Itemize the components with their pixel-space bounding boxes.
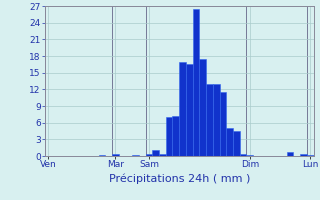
Bar bbox=[246, 155, 253, 156]
Bar bbox=[213, 84, 220, 156]
Bar bbox=[146, 154, 152, 156]
Bar bbox=[166, 117, 172, 156]
Bar bbox=[159, 154, 166, 156]
Bar bbox=[132, 155, 139, 156]
Bar bbox=[193, 9, 199, 156]
Bar bbox=[206, 84, 213, 156]
Bar bbox=[287, 152, 293, 156]
Bar bbox=[307, 155, 314, 156]
Bar bbox=[300, 154, 307, 156]
Bar bbox=[172, 116, 179, 156]
Bar bbox=[199, 59, 206, 156]
Bar bbox=[186, 64, 193, 156]
Bar bbox=[240, 154, 246, 156]
Bar bbox=[233, 131, 240, 156]
Bar bbox=[112, 154, 119, 156]
Bar bbox=[179, 62, 186, 156]
Bar bbox=[99, 155, 105, 156]
Bar bbox=[226, 128, 233, 156]
X-axis label: Précipitations 24h ( mm ): Précipitations 24h ( mm ) bbox=[108, 173, 250, 184]
Bar bbox=[220, 92, 226, 156]
Bar bbox=[152, 150, 159, 156]
